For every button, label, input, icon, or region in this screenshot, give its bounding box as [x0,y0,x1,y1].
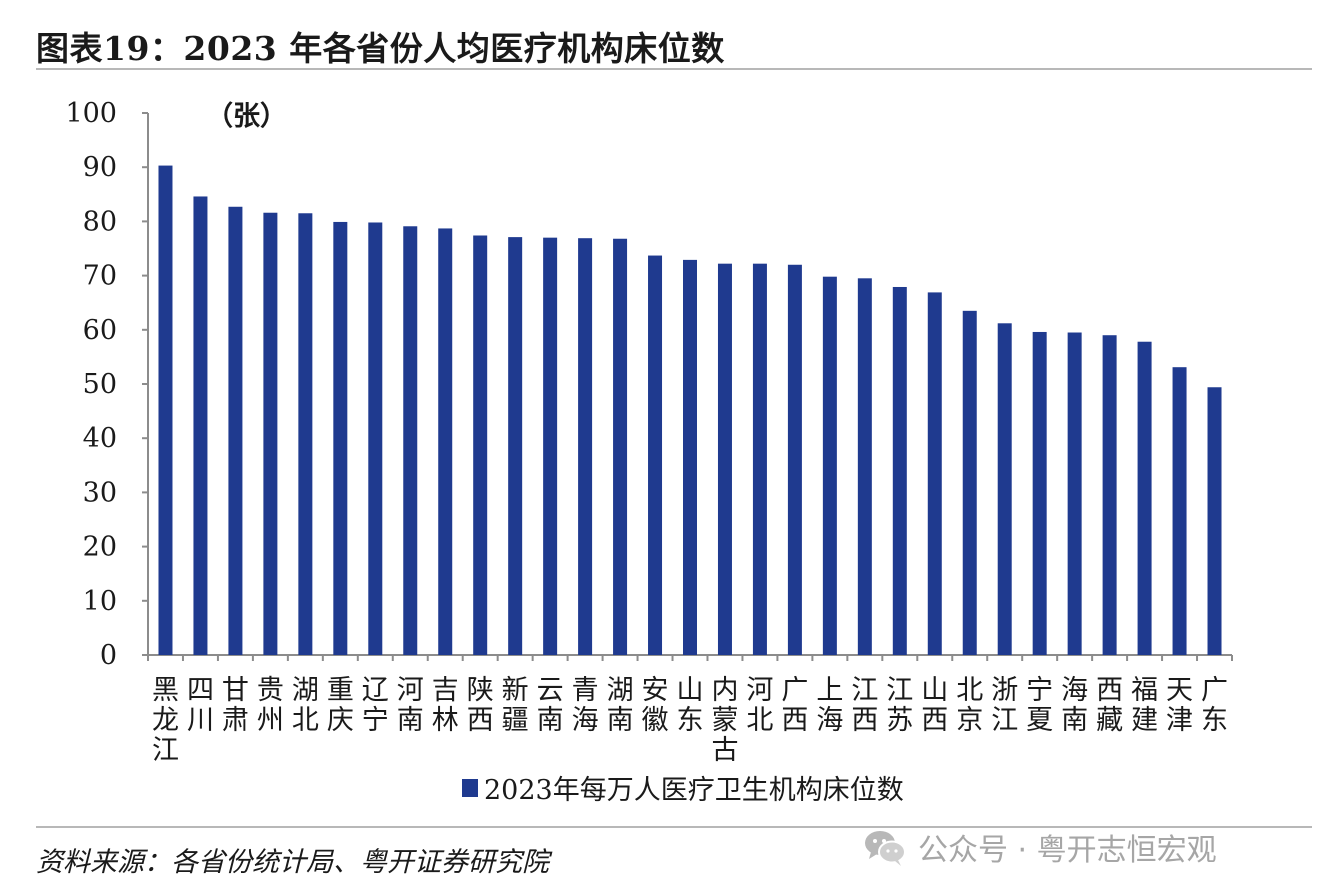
bar [648,255,663,655]
bar [158,165,173,655]
y-tick-label: 0 [100,640,117,671]
x-category-label: 河南 [397,675,424,736]
x-category-label: 山东 [677,675,704,736]
bar [822,276,837,655]
bar [787,264,802,655]
bar [333,221,348,655]
x-category-label: 海南 [1061,675,1088,736]
bar [1067,332,1082,655]
x-category-label: 黑龙江 [152,675,179,766]
x-category-label: 湖北 [292,675,319,736]
x-axis-category-labels: 黑龙江四川甘肃贵州湖北重庆辽宁河南吉林陕西新疆云南青海湖南安徽山东内蒙古河北广西… [152,675,1228,766]
bar [298,213,313,655]
bar [1102,335,1117,655]
x-category-label: 湖南 [607,675,634,736]
x-category-label: 西藏 [1096,675,1123,736]
chart-title: 图表19：2023 年各省份人均医疗机构床位数 [36,29,725,68]
bar [263,212,278,655]
x-category-label: 四川 [187,675,214,736]
x-category-label: 河北 [746,675,773,736]
chart-bars [158,165,1222,656]
y-tick-label: 40 [83,423,117,454]
y-tick-label: 80 [83,206,117,237]
bar [368,222,383,655]
bar [717,263,732,655]
watermark-text: 公众号 · 粤开志恒宏观 [918,833,1217,868]
y-tick-label: 10 [83,586,117,617]
bar [403,226,418,655]
bar [683,259,697,655]
y-tick-label: 60 [83,315,117,346]
y-tick-label: 30 [83,477,117,508]
x-category-label: 宁夏 [1026,675,1053,736]
x-category-label: 甘肃 [222,675,249,736]
x-category-label: 福建 [1131,675,1158,736]
wechat-icon [865,831,906,866]
x-category-label: 辽宁 [362,675,389,736]
bar [438,228,453,656]
y-tick-label: 70 [83,261,117,292]
y-tick-label: 50 [83,369,117,400]
bar [543,237,558,655]
footer-divider [36,826,1312,828]
title-divider [36,68,1312,70]
bar [997,323,1012,655]
bar [1207,387,1222,655]
bar [1172,367,1187,655]
x-category-label: 内蒙古 [711,675,738,766]
x-category-label: 广西 [781,675,808,736]
y-tick-label: 100 [65,98,117,129]
x-category-label: 天津 [1166,675,1193,736]
x-category-label: 江西 [851,675,878,736]
x-category-label: 吉林 [432,675,459,736]
watermark: 公众号 · 粤开志恒宏观 [862,824,1217,870]
x-category-label: 上海 [816,675,843,736]
source-note: 资料来源：各省份统计局、粤开证券研究院 [36,847,549,878]
x-category-label: 江苏 [886,675,913,736]
x-category-label: 北京 [956,675,983,736]
chart-legend: 2023年每万人医疗卫生机构床位数 [462,775,904,806]
y-tick-label: 90 [83,152,117,183]
legend-label: 2023年每万人医疗卫生机构床位数 [484,775,904,806]
x-category-label: 青海 [572,675,599,736]
bar [752,263,767,655]
x-category-label: 陕西 [467,675,494,736]
legend-swatch [462,779,478,797]
y-axis-unit-label: （张） [206,101,287,132]
bar-chart: 0 10 20 30 40 50 60 70 80 90 100 黑龙江四川甘肃贵州湖北重庆辽宁河南… [65,98,1233,806]
bar [578,238,593,655]
x-category-label: 新疆 [502,675,529,736]
bar [613,238,628,655]
x-category-label: 贵州 [257,675,284,736]
bar [508,237,523,656]
x-category-label: 广东 [1201,675,1228,736]
bar [1137,341,1152,655]
bar [1032,331,1047,655]
bar [857,278,872,655]
bar [228,206,243,656]
x-category-label: 重庆 [327,675,354,736]
x-category-label: 云南 [537,675,564,736]
bar [962,310,977,655]
bar [193,196,208,655]
x-category-label: 浙江 [991,675,1018,736]
bar [892,286,907,655]
y-axis-tick-labels: 0 10 20 30 40 50 60 70 80 90 100 [65,98,117,671]
bar [473,235,488,655]
x-category-label: 山西 [921,675,948,736]
x-category-label: 安徽 [642,675,669,736]
bar [927,292,942,655]
y-tick-label: 20 [83,532,117,563]
